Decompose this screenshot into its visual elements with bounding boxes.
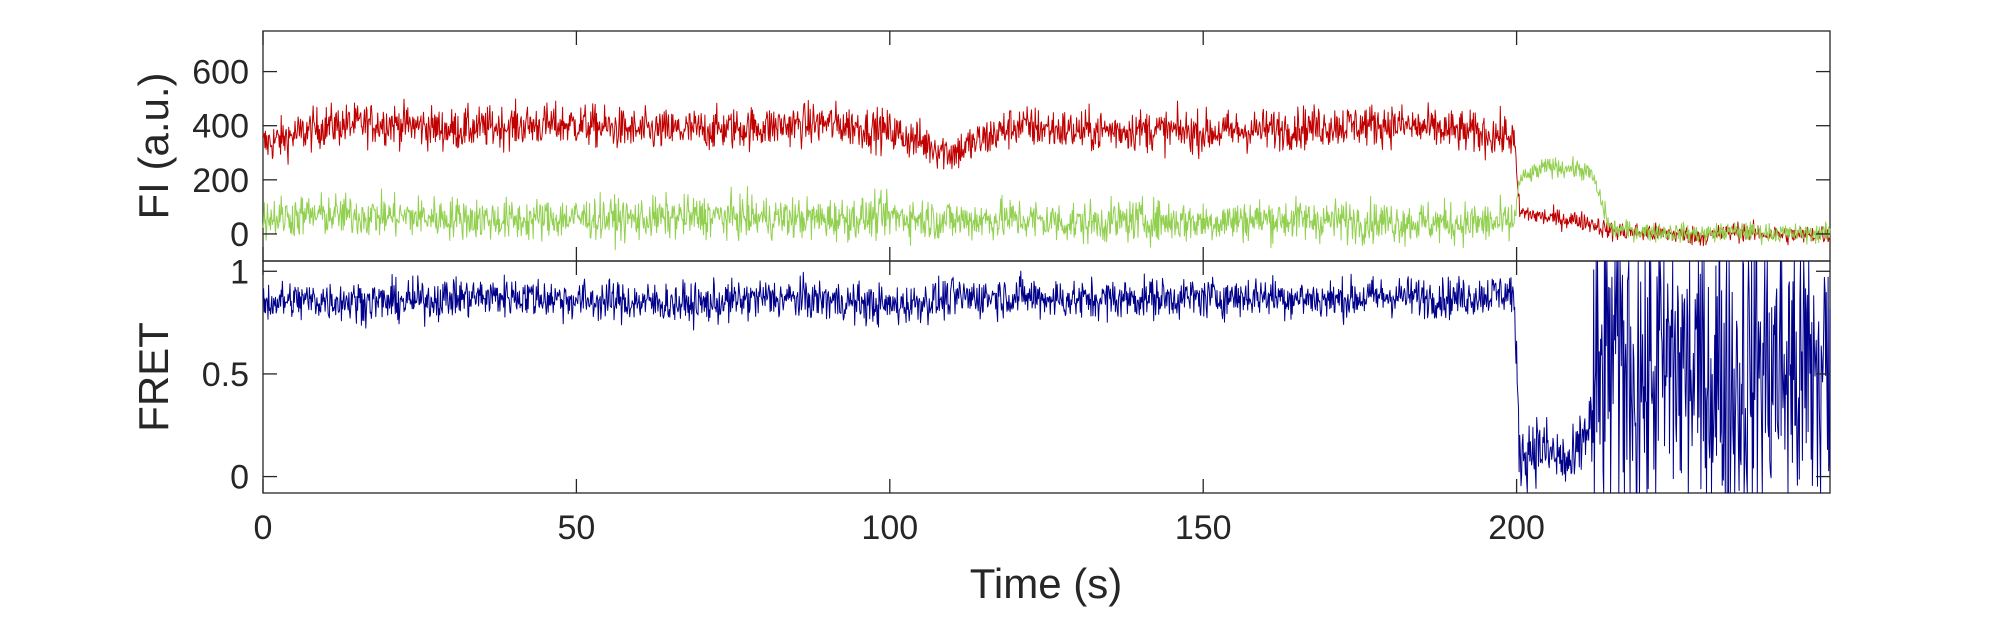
fluorescence-series-group: [262, 98, 1831, 251]
fluorescence-ytick-label: 600: [192, 54, 249, 92]
fluorescence-series-0: [262, 98, 1831, 247]
fluorescence-series-1: [262, 156, 1831, 251]
fret-y-axis-label: FRET: [130, 322, 177, 432]
fret-ytick-label: 0.5: [202, 356, 249, 394]
fluorescence-ytick-label: 200: [192, 162, 249, 200]
time-x-axis-label: Time (s): [970, 560, 1122, 607]
fluorescence-y-axis-label: FI (a.u.): [130, 72, 177, 219]
time-xtick-label: 0: [254, 509, 273, 547]
fluorescence-y-ticks: 0 200 400 600: [192, 31, 1830, 261]
time-x-ticks: 0 50 100 150 200: [254, 509, 1545, 547]
fluorescence-panel: 0 200 400 600 FI (a.u.): [130, 30, 1831, 262]
fluorescence-ytick-label: 0: [230, 216, 249, 254]
fret-series-0: [262, 260, 1831, 494]
time-xtick-label: 50: [557, 509, 595, 547]
fluorescence-ytick-label: 400: [192, 108, 249, 146]
time-xtick-label: 150: [1175, 509, 1232, 547]
fret-series-group: [262, 260, 1831, 494]
fret-ytick-label: 1: [230, 253, 249, 291]
time-xtick-label: 100: [861, 509, 918, 547]
fret-panel: 00.51 0 50 100 150 200 FRET Time (s): [130, 253, 1831, 607]
fret-ytick-label: 0: [230, 459, 249, 497]
time-xtick-label: 200: [1488, 509, 1545, 547]
fret-y-ticks: 00.51: [202, 253, 1830, 497]
